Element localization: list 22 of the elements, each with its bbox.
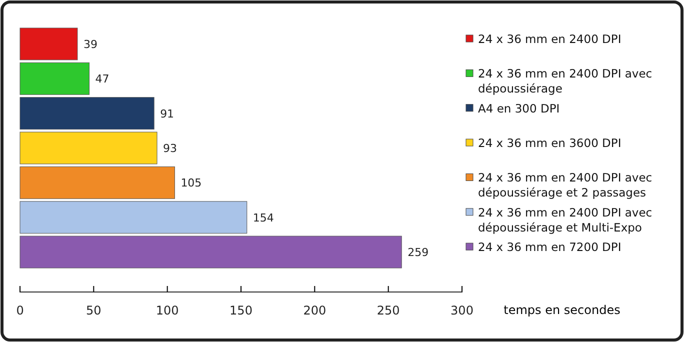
legend-label: 24 x 36 mm en 2400 DPI [478,32,622,46]
legend-label: 24 x 36 mm en 2400 DPI avec dépoussiérage [478,66,652,96]
x-tick-label: 100 [156,304,179,318]
x-tick-label: 200 [303,304,326,318]
data-label: 259 [408,246,429,260]
data-label: 93 [163,142,178,155]
legend-label: 24 x 36 mm en 2400 DPI avec dépoussiérage et Multi-Expo [478,205,652,234]
x-axis-title: temps en secondes [504,303,620,317]
x-tick-label: 300 [450,304,474,318]
legend-label: 24 x 36 mm en 7200 DPI [478,240,622,254]
x-tick-label: 150 [230,304,252,318]
legend-label: 24 x 36 mm en 3600 DPI [478,136,622,150]
data-label: 39 [83,38,98,51]
legend-label: A4 en 300 DPI [478,101,560,116]
x-tick-label: 50 [86,304,102,318]
data-label: 105 [180,176,202,190]
data-label: 91 [160,107,174,120]
x-tick-label: 0 [16,304,24,318]
data-label: 47 [95,72,110,86]
x-tick-label: 250 [376,304,400,318]
legend-label: 24 x 36 mm en 2400 DPI avec dépoussiérage et 2 passages [478,170,652,200]
data-label: 154 [252,211,274,224]
